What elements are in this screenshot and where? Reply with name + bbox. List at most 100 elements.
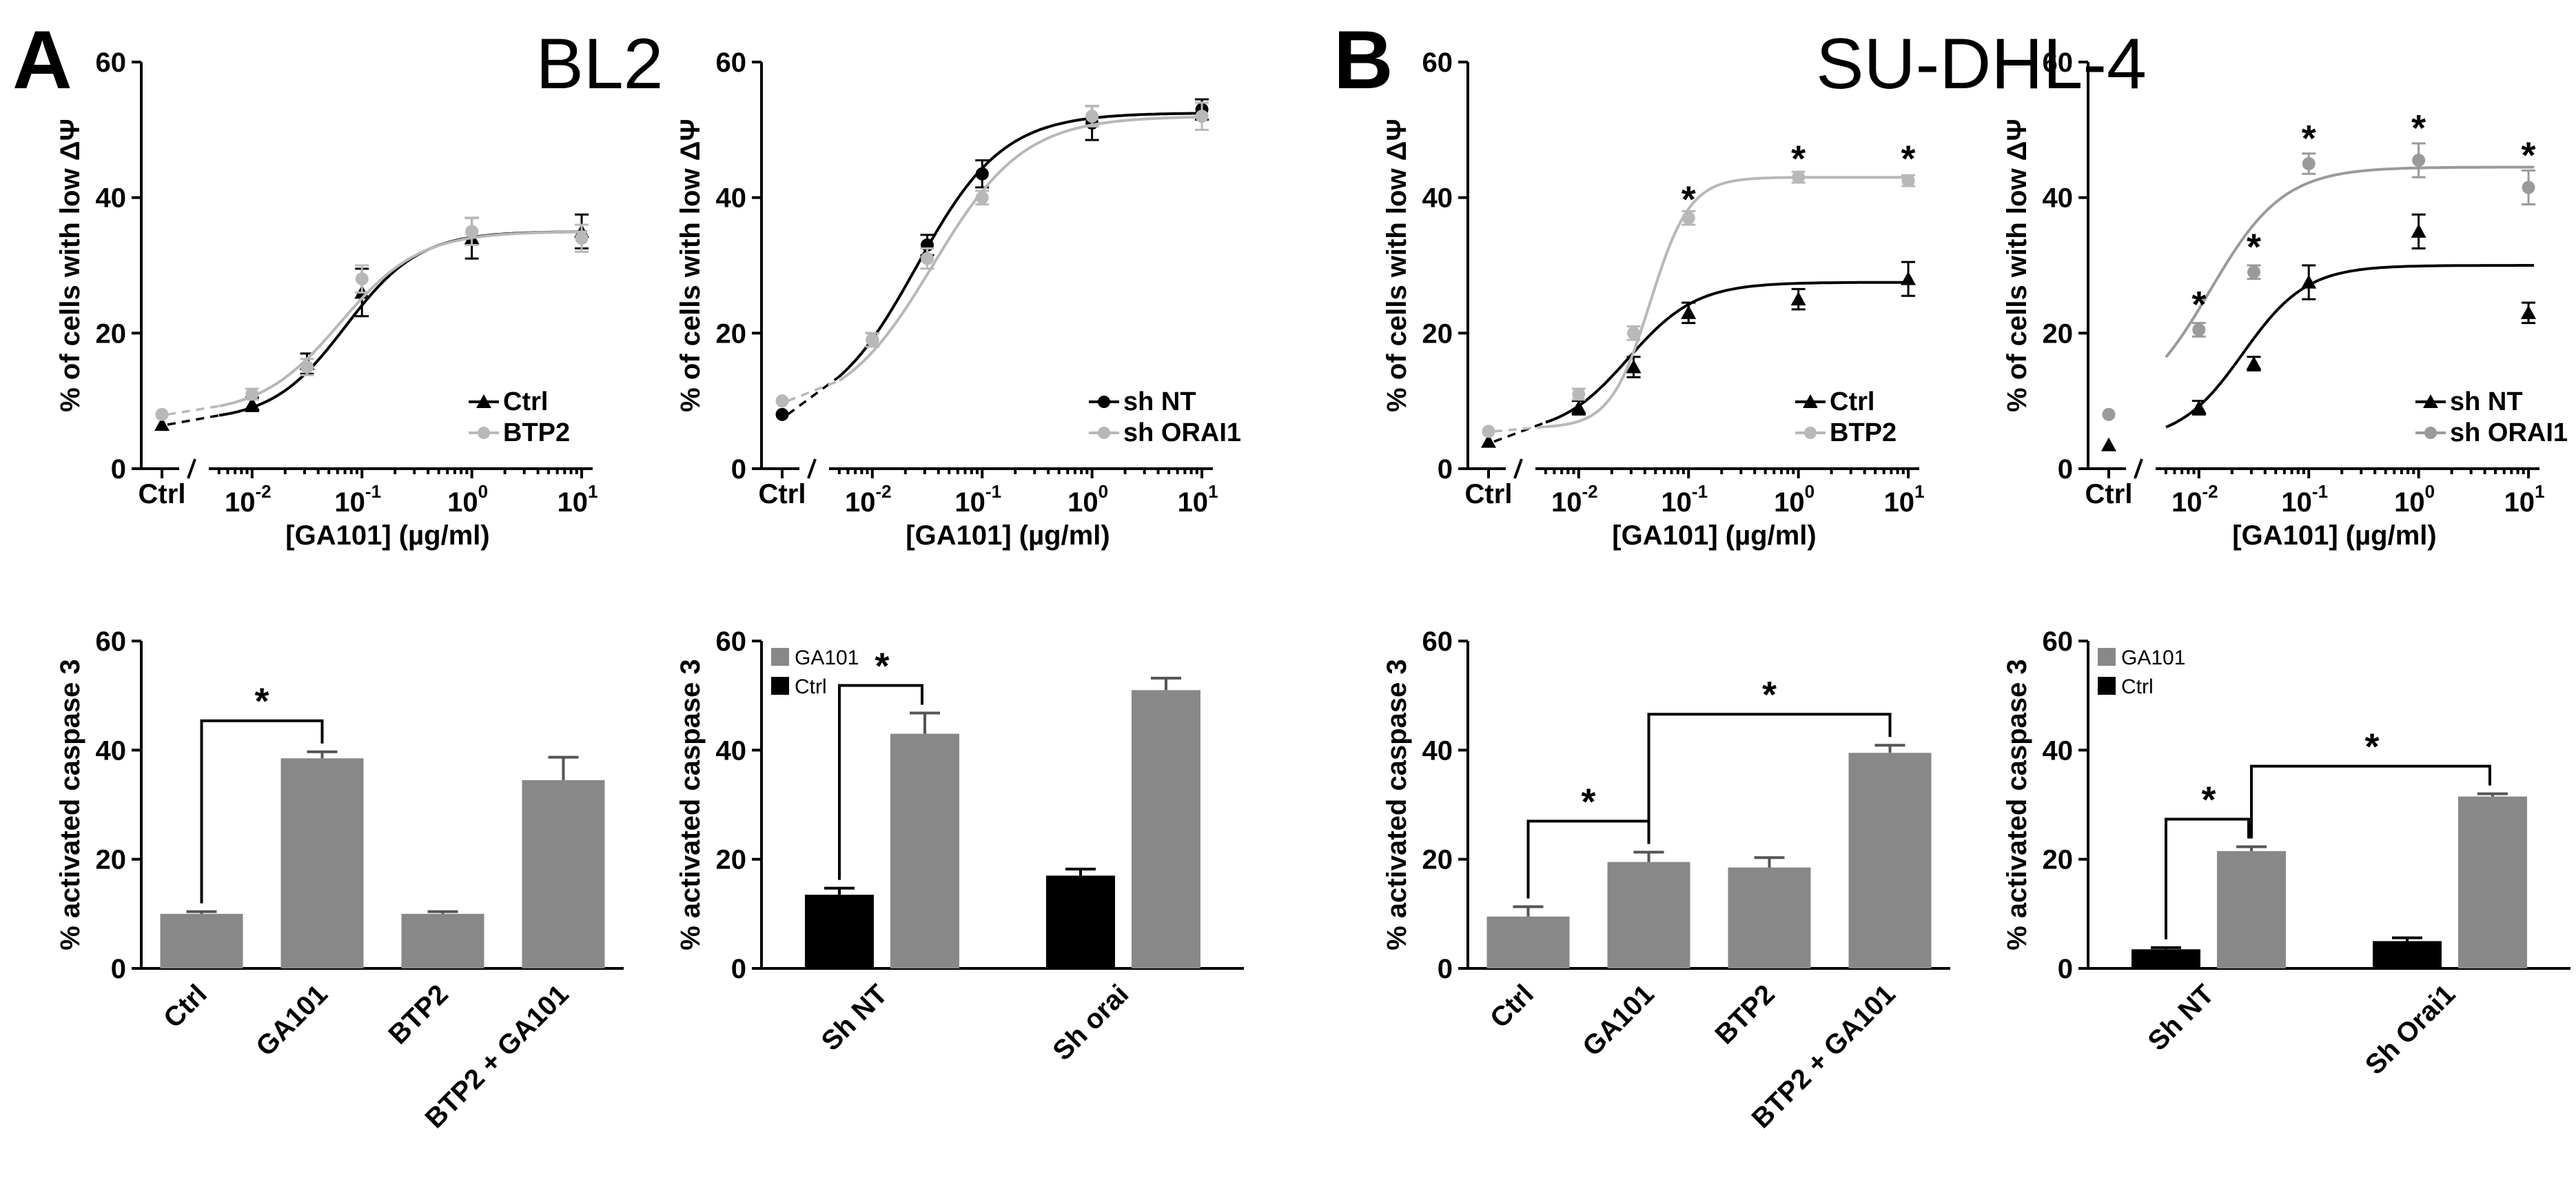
significance-bracket xyxy=(200,719,324,904)
legend-marker xyxy=(476,394,491,408)
legend-label: sh ORAI1 xyxy=(1123,418,1241,447)
axis-break-mark xyxy=(1513,458,1523,479)
x-axis-label: [GA101] (µg/ml) xyxy=(2232,520,2436,551)
significance-star: * xyxy=(2411,108,2426,149)
fit-curve-btp2 xyxy=(1545,176,1914,429)
x-tick-exponent: -1 xyxy=(365,481,381,502)
legend-marker xyxy=(2424,427,2437,439)
legend-marker xyxy=(1098,396,1110,408)
x-tick-base: 10 xyxy=(1551,487,1582,518)
legend-label: BTP2 xyxy=(1830,418,1897,447)
y-tick-label: 20 xyxy=(716,318,747,349)
data-point xyxy=(2411,223,2426,238)
y-tick-label: 60 xyxy=(96,627,127,657)
x-category-label: BTP2 xyxy=(382,979,453,1050)
data-point xyxy=(245,387,259,401)
significance-bracket xyxy=(838,684,923,880)
x-axis-label: [GA101] (µg/ml) xyxy=(285,520,489,551)
data-point xyxy=(2246,356,2262,370)
y-tick-label: 40 xyxy=(96,183,127,214)
data-point-ctrl xyxy=(155,407,169,421)
y-tick-label: 0 xyxy=(1438,954,1453,984)
bar-btp2 xyxy=(1728,867,1811,968)
ctrl-connector xyxy=(787,379,840,403)
y-tick-label: 40 xyxy=(96,735,127,766)
x-tick-base: 10 xyxy=(2281,487,2312,518)
y-tick-label: 20 xyxy=(96,318,127,349)
x-tick-label: 100 xyxy=(447,481,488,518)
y-axis-label: % activated caspase 3 xyxy=(55,659,85,950)
data-point xyxy=(1626,359,1642,374)
axis-break-mark xyxy=(807,458,817,479)
data-point xyxy=(1901,271,1916,285)
data-point-ctrl xyxy=(2102,407,2116,421)
data-point-ctrl xyxy=(1481,434,1496,448)
y-tick-label: 40 xyxy=(1422,735,1453,766)
x-tick-base: 10 xyxy=(225,487,256,518)
x-tick-exponent: -2 xyxy=(876,481,892,502)
legend-marker xyxy=(2423,394,2438,408)
data-point xyxy=(355,272,369,286)
x-category-label: GA101 xyxy=(1577,979,1660,1062)
caspase-bar-chart-4: 0 20 40 60 % activated caspase 3 Sh NT Sh Orai… xyxy=(2002,627,2570,1081)
data-point xyxy=(975,167,989,181)
legend-label: sh ORAI1 xyxy=(2450,418,2568,447)
x-tick-base: 10 xyxy=(1661,487,1692,518)
data-point-ctrl xyxy=(2101,437,2116,451)
x-tick-base: 10 xyxy=(1774,487,1805,518)
x-tick-label: 10-1 xyxy=(1661,481,1708,518)
significance-star: * xyxy=(2247,226,2261,267)
x-group-label: Sh Orai1 xyxy=(2360,979,2461,1080)
caspase-bar-chart-1: 0 20 40 60 % activated caspase 3 Ctrl GA101 BTP… xyxy=(55,627,624,1135)
legend-swatch xyxy=(2098,648,2116,666)
y-tick-label: 0 xyxy=(2058,454,2073,485)
data-point-ctrl xyxy=(775,394,789,408)
data-point xyxy=(244,396,260,411)
y-axis-label: % of cells with low ΔΨ xyxy=(2002,119,2032,412)
y-tick-label: 20 xyxy=(1422,845,1453,875)
bar-sh-orai1-ctrl xyxy=(2373,941,2442,968)
bar-sh-nt-ctrl xyxy=(805,895,874,968)
bar-sh-nt-ctrl xyxy=(2132,949,2200,968)
x-ctrl-label: Ctrl xyxy=(759,479,806,509)
x-tick-label: 10-1 xyxy=(954,481,1001,518)
significance-star: * xyxy=(1581,781,1595,822)
significance-star: * xyxy=(2364,726,2379,768)
y-tick-label: 60 xyxy=(1422,48,1453,78)
data-point xyxy=(2522,181,2535,194)
x-tick-exponent: -2 xyxy=(256,481,272,502)
fit-curve-sh-orai1 xyxy=(838,115,1208,382)
x-tick-base: 10 xyxy=(2504,487,2535,518)
y-axis-label: % of cells with low ΔΨ xyxy=(55,119,85,412)
x-group-label: Sh NT xyxy=(2143,979,2220,1057)
x-tick-exponent: 0 xyxy=(1805,481,1815,502)
data-point xyxy=(1790,292,1806,306)
x-tick-label: 101 xyxy=(558,481,598,518)
significance-star: * xyxy=(2191,284,2206,325)
bar-sh-orai1-ga101 xyxy=(2458,796,2527,968)
bar-sh-nt-ga101 xyxy=(2217,851,2286,968)
x-tick-label: 10-2 xyxy=(2171,481,2218,518)
x-category-label: GA101 xyxy=(250,979,334,1062)
x-tick-exponent: 1 xyxy=(2535,481,2544,502)
legend-label: GA101 xyxy=(795,647,859,669)
x-tick-base: 10 xyxy=(2171,487,2202,518)
x-group-label: Sh NT xyxy=(816,979,894,1057)
legend-label: Ctrl xyxy=(503,387,548,416)
legend-swatch xyxy=(771,677,789,695)
data-point xyxy=(1681,305,1697,319)
data-point xyxy=(2412,154,2426,167)
ctrl-connector xyxy=(167,414,220,426)
bar-sh-nt-ga101 xyxy=(890,733,959,968)
x-ctrl-label: Ctrl xyxy=(139,479,186,509)
x-ctrl-label: Ctrl xyxy=(1465,479,1513,509)
significance-bracket xyxy=(2250,764,2491,839)
data-point xyxy=(1571,400,1586,414)
ctrl-connector xyxy=(1493,425,1546,433)
fit-curve-ctrl xyxy=(1545,281,1914,424)
axis-break-mark xyxy=(2134,458,2143,479)
